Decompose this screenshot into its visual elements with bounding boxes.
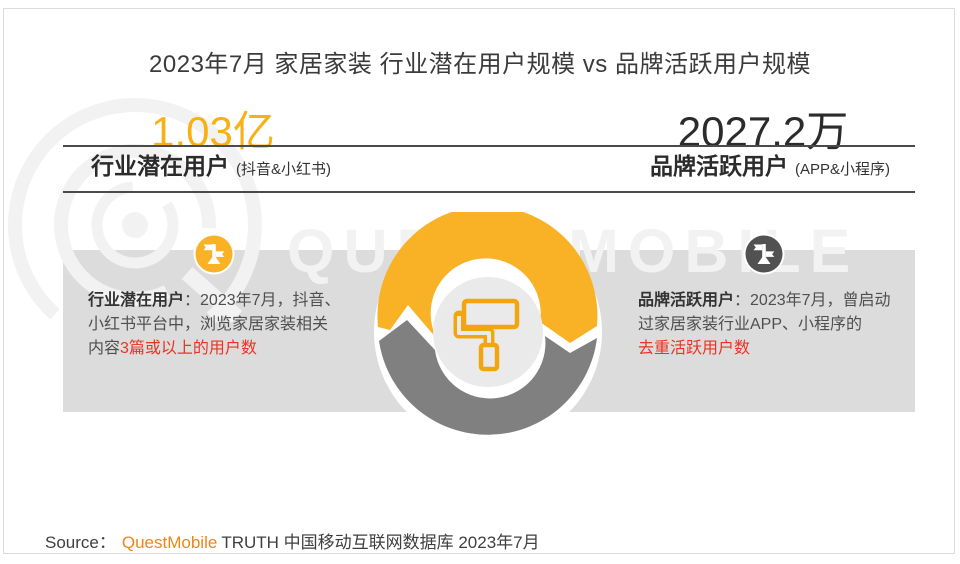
- stat-value-brand: 2027.2万: [677, 108, 849, 155]
- stat-label-brand-text: 品牌活跃用户: [649, 153, 788, 179]
- definition-industry: 行业潜在用户：2023年7月，抖音、小红书平台中，浏览家居家装相关内容3篇或以上…: [88, 289, 343, 361]
- stat-label-brand-sub: (APP&小程序): [794, 161, 890, 178]
- source-prefix: Source：: [45, 533, 116, 552]
- definition-brand-body: ：2023年7月，曾启动过家居家装行业APP、小程序的: [638, 292, 891, 333]
- stat-label-brand: 品牌活跃用户 (APP&小程序): [650, 151, 890, 185]
- divider-top: [63, 145, 915, 147]
- stat-label-industry: 行业潜在用户 (抖音&小红书): [91, 151, 331, 185]
- source-brand: QuestMobile: [121, 533, 218, 552]
- source-line: Source： QuestMobile TRUTH 中国移动互联网数据库 2023年…: [45, 528, 540, 553]
- divider-bottom: [63, 191, 915, 193]
- definition-industry-term: 行业潜在用户: [88, 292, 185, 309]
- definition-brand: 品牌活跃用户：2023年7月，曾启动过家居家装行业APP、小程序的去重活跃用户数: [638, 289, 893, 361]
- page-title: 2023年7月 家居家装 行业潜在用户规模 vs 品牌活跃用户规模: [149, 51, 811, 78]
- definition-brand-highlight: 去重活跃用户数: [638, 340, 751, 357]
- definition-industry-highlight: 3篇或以上的用户数: [120, 340, 257, 357]
- source-suffix: TRUTH 中国移动互联网数据库 2023年7月: [221, 533, 540, 552]
- definition-industry-body: ：2023年7月，抖音、小红书平台中，浏览家居家装相关内容: [88, 292, 341, 357]
- definition-brand-term: 品牌活跃用户: [638, 292, 735, 309]
- slide-border: [3, 8, 955, 554]
- signpost-icon: [192, 232, 236, 276]
- stat-label-industry-text: 行业潜在用户: [91, 153, 229, 179]
- split-donut-graphic: [368, 206, 608, 452]
- stat-label-industry-sub: (抖音&小红书): [236, 161, 331, 178]
- signpost-icon: [742, 232, 786, 276]
- stat-value-industry: 1.03亿: [151, 108, 275, 155]
- paint-roller-icon: [453, 298, 520, 372]
- questmobile-logo-watermark: [0, 65, 295, 390]
